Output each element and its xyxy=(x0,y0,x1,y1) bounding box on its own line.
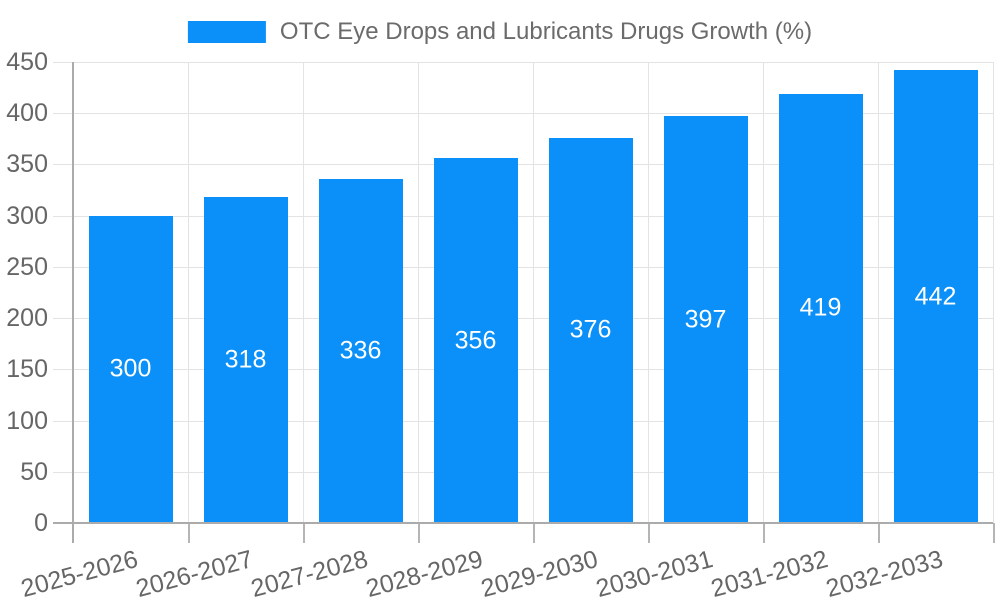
x-axis-line xyxy=(53,522,993,524)
bar-2028-2029[interactable]: 356 xyxy=(433,158,518,523)
gridline-vertical xyxy=(648,62,649,523)
y-tick-label: 400 xyxy=(6,99,48,127)
gridline-horizontal xyxy=(53,62,993,63)
bar-value-label: 376 xyxy=(569,315,612,344)
bar-value-label: 442 xyxy=(914,282,957,311)
y-tick-label: 100 xyxy=(6,407,48,435)
bar-2031-2032[interactable]: 419 xyxy=(778,93,863,523)
bar-value-label: 356 xyxy=(454,326,497,355)
gridline-vertical xyxy=(533,62,534,523)
x-tick-label: 2029-2030 xyxy=(478,545,601,600)
y-tick-label: 50 xyxy=(20,458,48,486)
gridline-horizontal xyxy=(53,421,993,422)
x-axis-tick xyxy=(878,523,880,543)
bar-value-label: 300 xyxy=(109,354,152,383)
x-tick-label: 2026-2027 xyxy=(133,545,256,600)
gridline-vertical xyxy=(303,62,304,523)
y-tick-label: 250 xyxy=(6,253,48,281)
bar-value-label: 397 xyxy=(684,305,727,334)
y-tick-label: 0 xyxy=(34,509,48,537)
x-tick-label: 2028-2029 xyxy=(363,545,486,600)
bar-value-label: 336 xyxy=(339,336,382,365)
x-tick-label: 2025-2026 xyxy=(18,545,141,600)
y-tick-label: 150 xyxy=(6,355,48,383)
bar-value-label: 419 xyxy=(799,293,842,322)
bar-value-label: 318 xyxy=(224,345,267,374)
legend-label: OTC Eye Drops and Lubricants Drugs Growt… xyxy=(279,18,813,45)
y-axis-line xyxy=(72,62,74,543)
gridline-horizontal xyxy=(53,216,993,217)
x-tick-label: 2030-2031 xyxy=(593,545,716,600)
bar-2027-2028[interactable]: 336 xyxy=(318,178,403,523)
y-tick-label: 350 xyxy=(6,150,48,178)
gridline-horizontal xyxy=(53,164,993,165)
bar-2029-2030[interactable]: 376 xyxy=(548,137,633,523)
legend-swatch xyxy=(187,21,266,43)
gridline-horizontal xyxy=(53,318,993,319)
x-axis-tick xyxy=(418,523,420,543)
x-axis-tick xyxy=(303,523,305,543)
x-axis-tick xyxy=(648,523,650,543)
y-tick-label: 300 xyxy=(6,202,48,230)
bar-2026-2027[interactable]: 318 xyxy=(203,197,288,523)
x-tick-label: 2032-2033 xyxy=(823,545,946,600)
y-tick-label: 450 xyxy=(6,48,48,76)
x-axis-tick xyxy=(993,523,995,543)
x-axis-tick xyxy=(188,523,190,543)
x-tick-label: 2031-2032 xyxy=(708,545,831,600)
bar-2032-2033[interactable]: 442 xyxy=(893,70,978,523)
gridline-vertical xyxy=(418,62,419,523)
legend-item[interactable]: OTC Eye Drops and Lubricants Drugs Growt… xyxy=(187,18,813,46)
gridline-vertical xyxy=(763,62,764,523)
x-tick-label: 2027-2028 xyxy=(248,545,371,600)
gridline-horizontal xyxy=(53,267,993,268)
gridline-horizontal xyxy=(53,472,993,473)
x-axis-tick xyxy=(533,523,535,543)
bar-2030-2031[interactable]: 397 xyxy=(663,116,748,523)
gridline-horizontal xyxy=(53,369,993,370)
gridline-vertical xyxy=(878,62,879,523)
gridline-vertical xyxy=(993,62,994,523)
gridline-vertical xyxy=(188,62,189,523)
x-axis-tick xyxy=(763,523,765,543)
gridline-horizontal xyxy=(53,113,993,114)
bar-2025-2026[interactable]: 300 xyxy=(88,215,173,523)
y-tick-label: 200 xyxy=(6,304,48,332)
